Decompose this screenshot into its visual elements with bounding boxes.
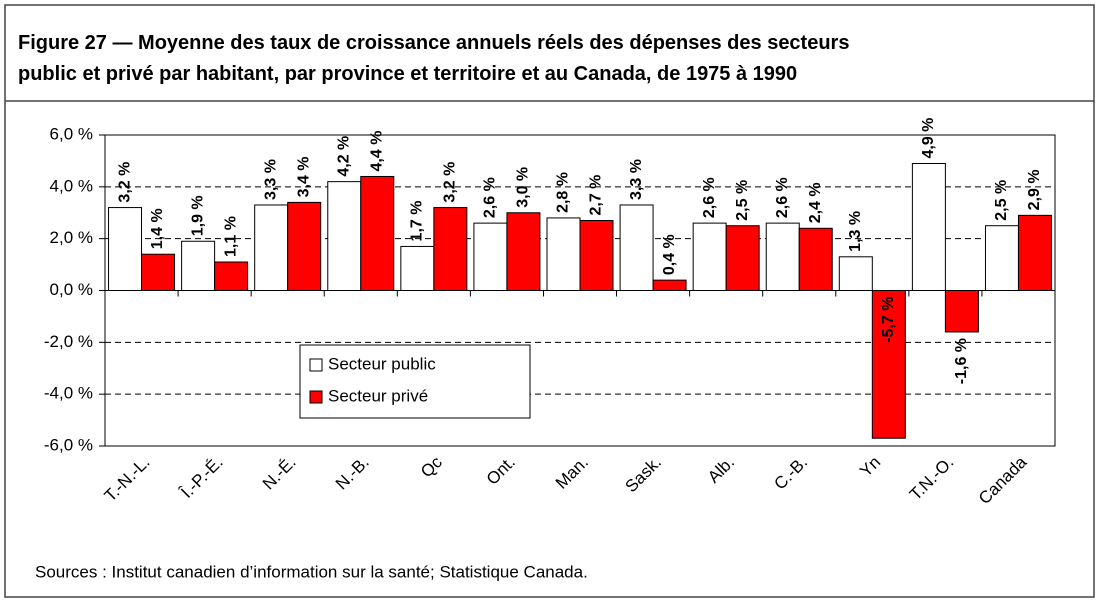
bar: [506, 212, 541, 291]
bar: [400, 245, 435, 291]
x-tick-label: Canada: [975, 452, 1031, 508]
bar: [652, 279, 687, 291]
legend-swatch: [309, 390, 323, 404]
data-label: 0,4 %: [661, 234, 678, 275]
x-tick-label: T.N.-O.: [906, 453, 958, 505]
legend: Secteur public Secteur privé: [299, 344, 531, 419]
bar: [141, 253, 176, 291]
data-label: 2,9 %: [1026, 169, 1043, 210]
data-label: 4,2 %: [335, 136, 352, 177]
x-tick-label: Man.: [552, 453, 592, 493]
data-label: 2,4 %: [807, 182, 824, 223]
data-label: 2,7 %: [588, 175, 605, 216]
data-label: 2,5 %: [734, 180, 751, 221]
bar: [360, 175, 395, 291]
bar: [798, 227, 833, 292]
y-tick-label: -6,0 %: [44, 435, 93, 454]
y-tick-label: 0,0 %: [50, 280, 93, 299]
data-label: 2,6 %: [482, 177, 499, 218]
legend-label: Secteur public: [328, 354, 436, 373]
bar: [944, 290, 979, 333]
data-label: -1,6 %: [953, 338, 970, 384]
bar: [579, 220, 614, 291]
data-label: 1,9 %: [189, 195, 206, 236]
x-tick-label: Yn: [856, 453, 884, 481]
bar: [108, 207, 143, 291]
data-label: 3,2 %: [116, 162, 133, 203]
x-tick-label: Sask.: [622, 453, 666, 497]
bar: [433, 207, 468, 291]
legend-label: Secteur privé: [328, 386, 428, 405]
data-label: 2,5 %: [993, 180, 1010, 221]
data-label: 1,1 %: [222, 216, 239, 257]
legend-swatch: [309, 358, 323, 372]
bar: [619, 204, 654, 292]
chart-title: Figure 27 — Moyenne des taux de croissan…: [18, 32, 850, 85]
data-label: 2,8 %: [555, 172, 572, 213]
x-tick-label: Ont.: [483, 453, 519, 489]
x-tick-label: Alb.: [704, 453, 738, 487]
x-tick-label: C.-B.: [770, 453, 811, 494]
bar: [254, 204, 289, 292]
bar: [725, 225, 760, 291]
x-tick-label: Qc: [417, 452, 446, 481]
outer-frame: [4, 4, 1095, 598]
bar: [692, 222, 727, 291]
bar: [765, 222, 800, 291]
data-label: 4,4 %: [368, 131, 385, 172]
data-label: 4,9 %: [920, 118, 937, 159]
data-label: 1,4 %: [149, 208, 166, 249]
bar: [1017, 214, 1052, 291]
data-label: 3,0 %: [515, 167, 532, 208]
data-label: 3,3 %: [628, 159, 645, 200]
bar: [911, 163, 946, 291]
data-label: 1,7 %: [409, 201, 426, 242]
bar: [546, 217, 581, 291]
bar: [327, 181, 362, 291]
data-label: 1,3 %: [847, 211, 864, 252]
data-label: 2,6 %: [774, 177, 791, 218]
bar: [984, 225, 1019, 291]
y-tick-label: -4,0 %: [44, 384, 93, 403]
y-tick-label: 6,0 %: [50, 124, 93, 143]
bar: [214, 261, 249, 292]
y-tick-label: 4,0 %: [50, 176, 93, 195]
x-tick-label: Î.-P.-É.: [177, 453, 227, 503]
bar: [181, 240, 216, 291]
y-tick-label: 2,0 %: [50, 228, 93, 247]
bar: [871, 290, 906, 439]
x-tick-label: N.-É.: [259, 453, 300, 494]
legend-box: [299, 344, 531, 419]
data-label: 3,4 %: [295, 156, 312, 197]
y-tick-label: -2,0 %: [44, 332, 93, 351]
data-label: 2,6 %: [701, 177, 718, 218]
data-label: 3,3 %: [262, 159, 279, 200]
x-tick-label: N.-B.: [332, 453, 373, 494]
bar: [838, 256, 873, 291]
bar: [287, 201, 322, 291]
data-label: -5,7 %: [880, 297, 897, 343]
source-note: Sources : Institut canadien d’informatio…: [35, 562, 588, 581]
bar: [473, 222, 508, 291]
data-label: 3,2 %: [442, 162, 459, 203]
x-tick-label: T.-N.-L.: [101, 453, 154, 506]
